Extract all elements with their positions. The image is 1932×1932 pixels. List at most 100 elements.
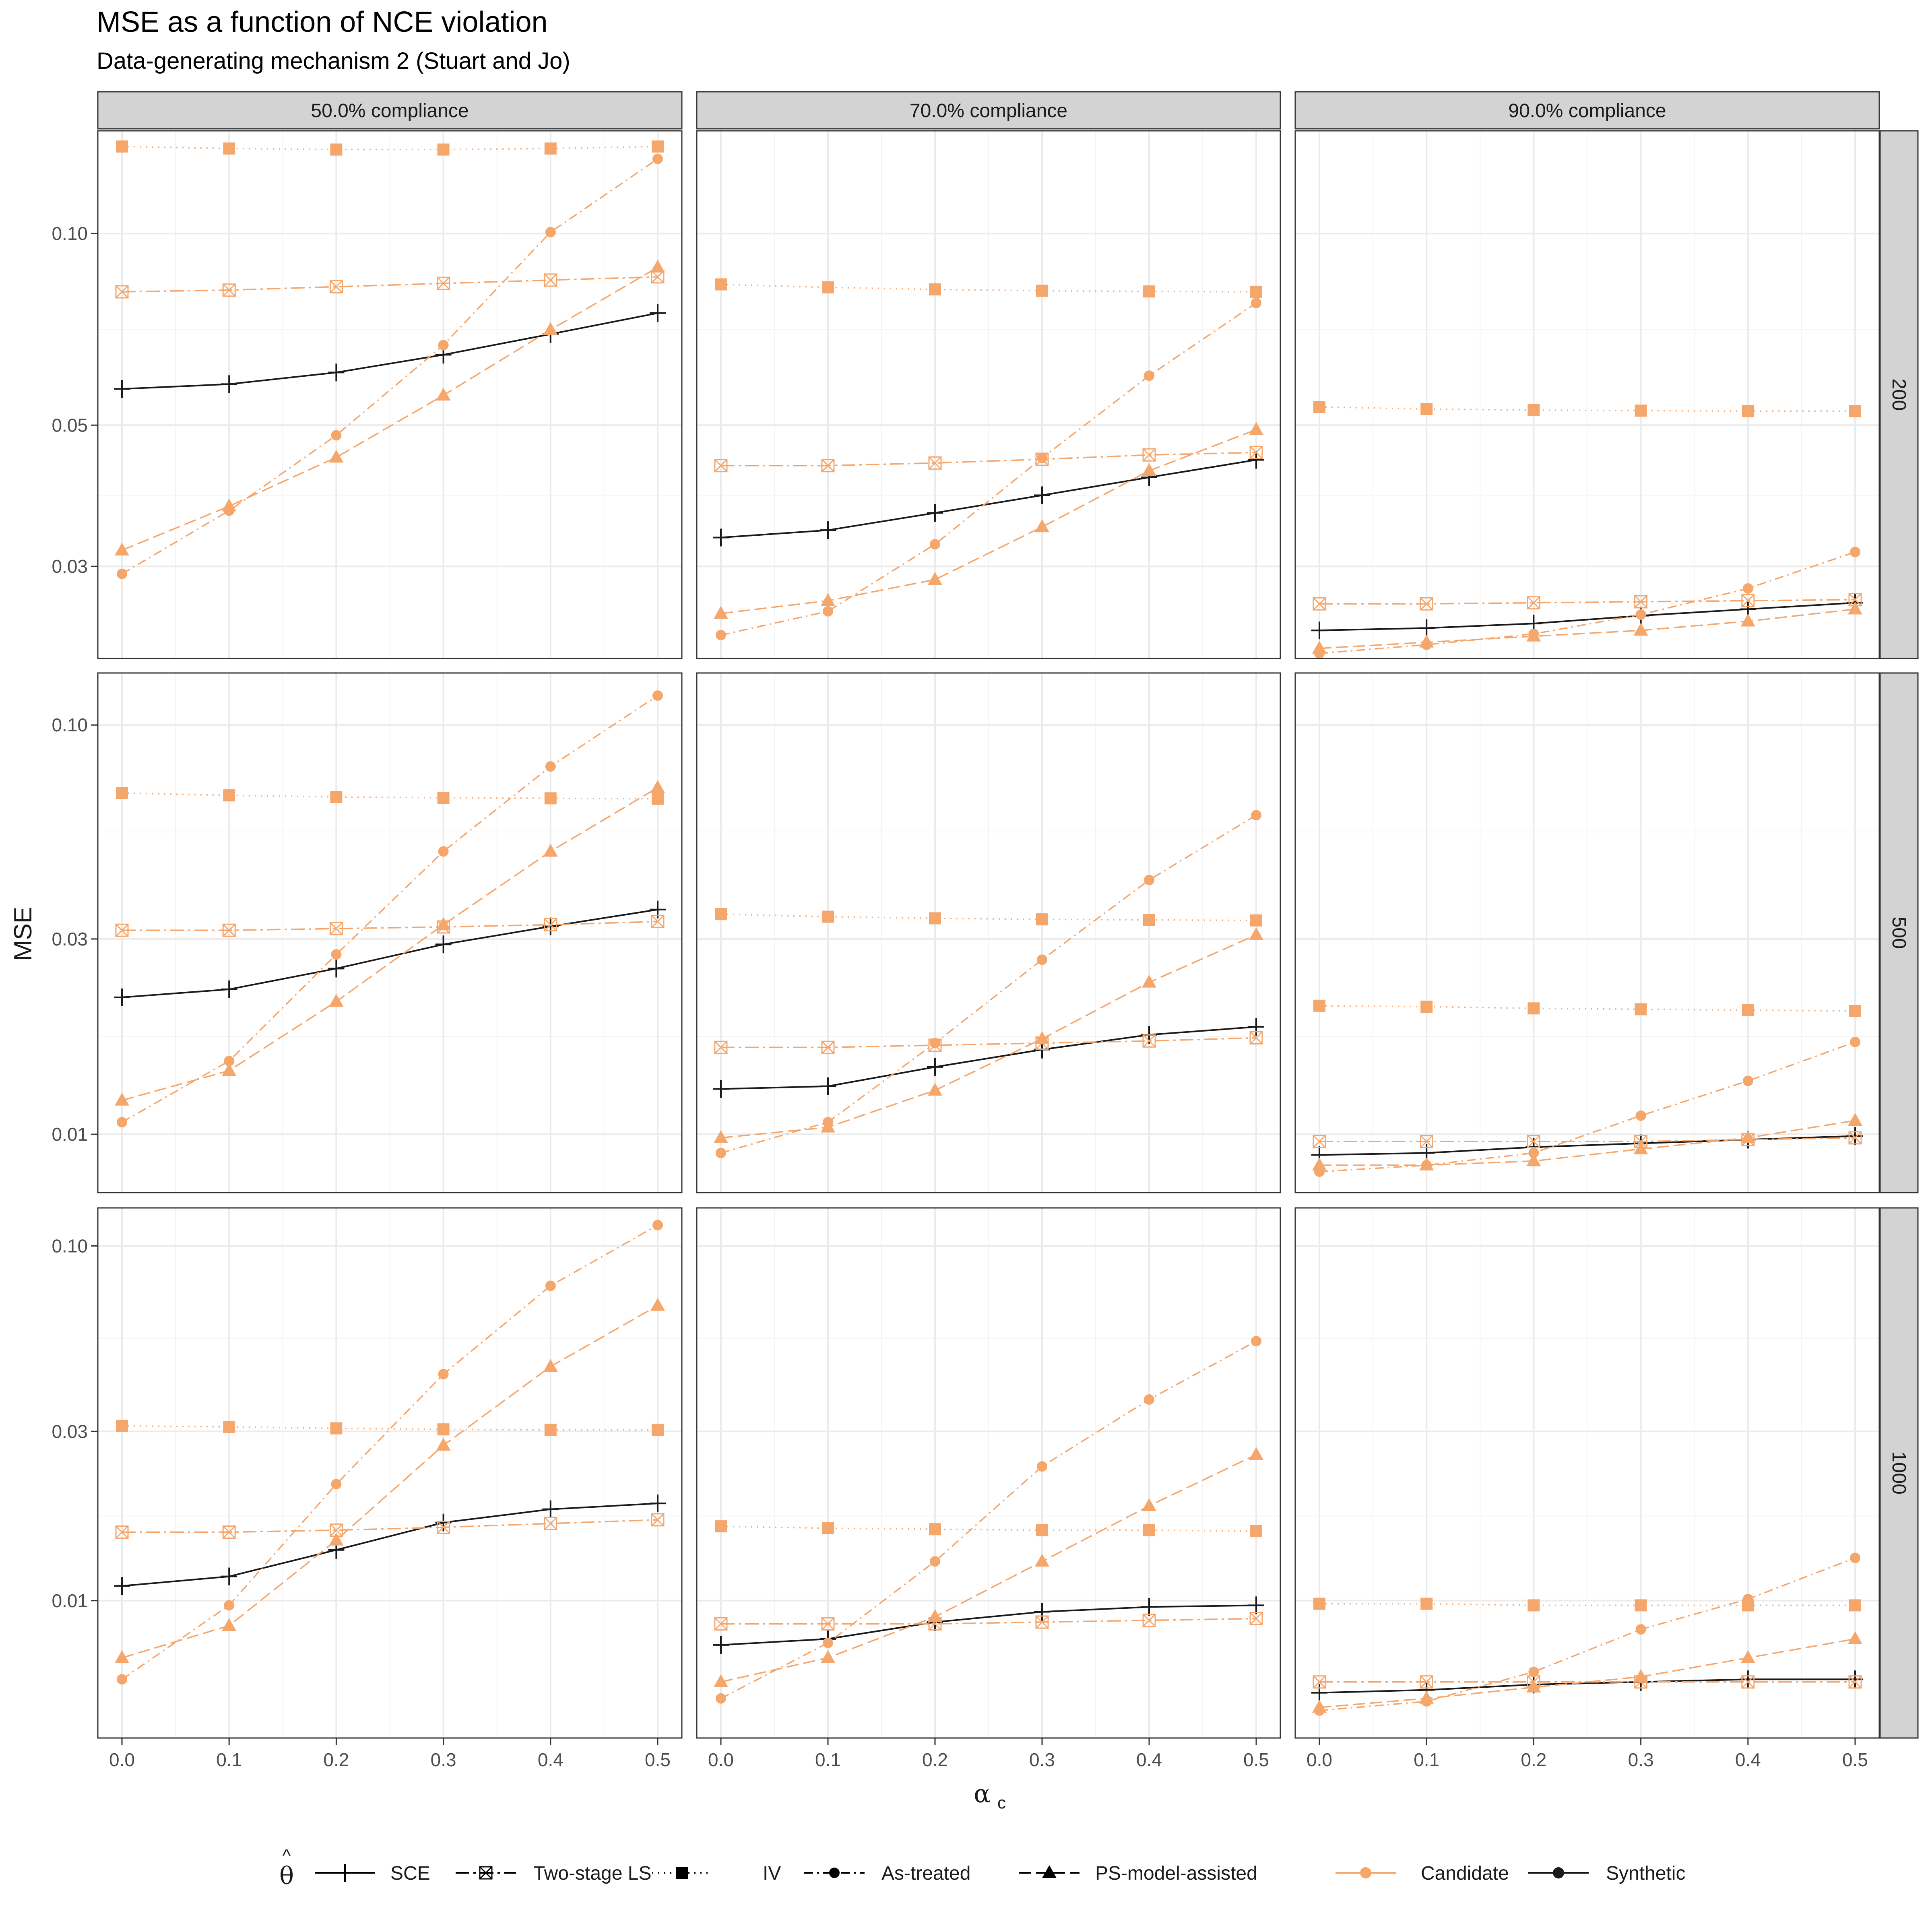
data-point-two-stage-ls [222,283,236,297]
data-point-two-stage-ls [1848,1131,1862,1145]
data-point-iv [929,912,941,925]
data-point-ps-model-assisted [222,498,237,512]
data-point-as-treated [823,1637,833,1648]
data-point-iv [1527,404,1540,416]
panel-border [696,672,1281,1193]
x-tick-label: 0.3 [431,1749,456,1770]
data-point-iv [715,908,727,921]
data-point-sce [1034,486,1050,504]
series-line-sce [720,1026,1257,1090]
data-point-ps-model-assisted [543,1359,558,1372]
data-point-iv [715,278,727,291]
data-point-ps-model-assisted [821,593,835,606]
data-point-two-stage-ls [821,459,835,473]
data-point-ps-model-assisted [650,260,665,273]
data-point-ps-model-assisted [821,1119,835,1133]
series-line-two-stage-ls [721,1037,1257,1048]
data-point-two-stage-ls [1142,1614,1156,1627]
panel [97,672,683,1193]
data-point-iv [116,787,128,799]
x-tick-label: 0.5 [1243,1749,1269,1770]
data-point-sce [221,375,237,393]
data-point-two-stage-ls [714,1617,728,1631]
series-line-ps-model-assisted [1319,1120,1856,1166]
x-tick-label: 0.3 [1628,1749,1654,1770]
row-strip [1879,1207,1919,1739]
series-line-ps-model-assisted [122,266,658,551]
data-point-ps-model-assisted [115,1092,129,1106]
data-point-two-stage-ls [1249,446,1263,459]
series-line-ps-model-assisted [1319,1638,1856,1708]
data-point-ps-model-assisted [1740,613,1755,627]
data-point-two-stage-ls [1420,1675,1433,1689]
data-point-ps-model-assisted [329,450,344,463]
data-point-iv [1143,285,1155,298]
data-point-as-treated [1251,1336,1261,1347]
data-point-as-treated [1635,1110,1646,1121]
data-point-two-stage-ls [1848,1675,1862,1689]
data-point-two-stage-ls [437,1520,450,1534]
data-point-as-treated [1850,1552,1860,1563]
data-point-iv [1250,1525,1262,1538]
x-tick-label: 0.3 [1029,1749,1055,1770]
data-point-ps-model-assisted [1142,1498,1156,1511]
data-point-sce [1034,1603,1050,1621]
data-point-ps-model-assisted [1740,1130,1755,1143]
data-point-ps-model-assisted [436,917,451,930]
data-point-sce [1311,1684,1327,1702]
data-point-iv [223,789,235,802]
row-strip [1879,130,1919,659]
series-line-ps-model-assisted [720,1454,1257,1683]
data-point-two-stage-ls [544,918,557,932]
data-point-as-treated [331,1479,342,1490]
data-point-two-stage-ls [1634,595,1648,609]
data-point-two-stage-ls [1142,448,1156,462]
data-point-ps-model-assisted [543,322,558,335]
data-point-ps-model-assisted [329,1532,344,1546]
data-point-two-stage-ls [651,1513,665,1527]
data-point-sce [221,980,237,998]
data-point-ps-model-assisted [928,1082,942,1096]
data-point-two-stage-ls [651,914,665,928]
data-point-two-stage-ls [1527,596,1540,610]
data-point-iv [822,1522,834,1534]
chart-subtitle: Data-generating mechanism 2 (Stuart and … [97,48,570,74]
data-point-iv [1635,405,1647,417]
data-point-iv [1849,1599,1861,1612]
data-point-ps-model-assisted [1740,1650,1755,1663]
data-point-ps-model-assisted [1419,1157,1434,1170]
data-point-iv [544,792,557,805]
data-point-iv [929,283,941,296]
legend-key-marker [1042,1865,1057,1878]
column-strip-label: 90.0% compliance [1508,100,1666,122]
series-line-as-treated [1319,551,1856,654]
data-point-as-treated [1742,1593,1753,1604]
data-point-two-stage-ls [1741,1675,1755,1689]
data-point-as-treated [652,690,663,701]
data-point-ps-model-assisted [1312,640,1327,654]
data-point-iv [1250,914,1262,927]
legend-label: IV [763,1863,781,1884]
data-point-iv [437,143,450,156]
data-point-iv [1143,914,1155,926]
data-point-sce [820,521,836,539]
panel-border [97,1207,683,1739]
series-line-two-stage-ls [721,1618,1257,1625]
data-point-iv [1635,1003,1647,1016]
panel [696,130,1281,659]
y-tick-label: 0.10 [52,1235,88,1256]
data-point-sce [328,960,345,978]
data-point-iv [652,793,664,805]
data-point-as-treated [930,539,940,550]
data-point-sce [221,1567,237,1585]
data-point-sce [927,504,943,522]
series-line-sce [1319,602,1856,632]
data-point-as-treated [930,1556,940,1567]
row-strip-label: 500 [1888,916,1909,949]
data-point-as-treated [1251,810,1261,821]
data-point-ps-model-assisted [1249,927,1263,940]
data-point-two-stage-ls [329,280,343,293]
data-point-as-treated [117,1117,127,1128]
data-point-ps-model-assisted [1526,1679,1541,1693]
